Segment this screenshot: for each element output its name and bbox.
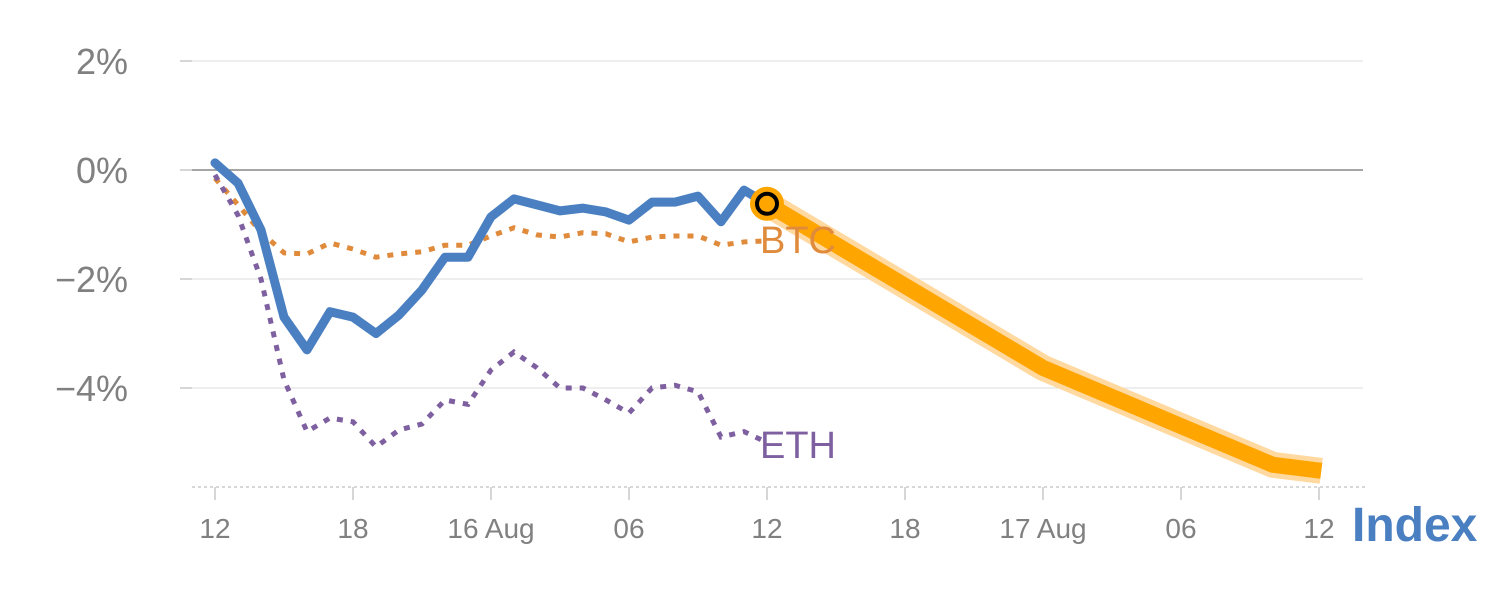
series-line-index: [210, 158, 772, 355]
y-tick-label: −4%: [55, 368, 128, 409]
y-tick-label: 0%: [76, 150, 128, 191]
x-tick-label: 06: [613, 513, 644, 544]
x-tick-label: 12: [1303, 513, 1334, 544]
projection-halo: [760, 192, 1323, 484]
y-axis: 2% 0% −2% −4%: [55, 41, 192, 409]
series-line-index-projection: [762, 196, 1323, 479]
series-lines: [210, 158, 1323, 484]
x-tick-label: 12: [751, 513, 782, 544]
series-line-btc: [213, 176, 768, 260]
x-tick-label: 06: [1165, 513, 1196, 544]
x-axis: 12 18 16 Aug 06 12 18 17 Aug 06 12: [199, 487, 1335, 544]
x-tick-label: 12: [199, 513, 230, 544]
y-tick-label: −2%: [55, 259, 128, 300]
x-tick-label: 18: [889, 513, 920, 544]
x-tick-label: 17 Aug: [999, 513, 1086, 544]
series-labels: BTC ETH Index: [760, 220, 1478, 552]
highlight-marker-ring: [755, 191, 779, 216]
y-tick-label: 2%: [76, 41, 128, 82]
grid: [192, 60, 1365, 488]
series-line-eth: [212, 173, 769, 451]
series-label-index: Index: [1352, 499, 1478, 552]
x-tick-label: 18: [337, 513, 368, 544]
series-label-btc: BTC: [760, 220, 836, 262]
x-tick-label: 16 Aug: [447, 513, 534, 544]
series-label-eth: ETH: [760, 425, 836, 467]
